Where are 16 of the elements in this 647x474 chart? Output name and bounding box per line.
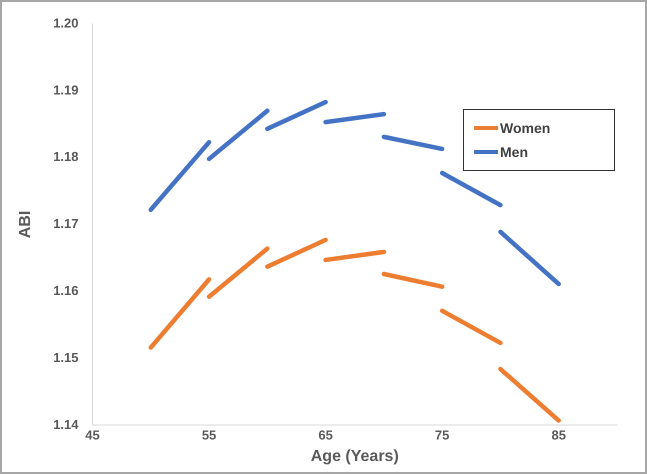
y-tick-label: 1.19 [53,82,78,98]
legend-label: Women [500,120,550,136]
y-tick-label: 1.20 [53,15,78,30]
x-tick-label: 55 [202,428,216,443]
y-tick-label: 1.18 [53,149,78,164]
y-tick-label: 1.16 [53,282,78,298]
y-tick-label: 1.17 [53,216,78,232]
y-tick-label: 1.14 [53,416,80,432]
x-axis-title: Age (Years) [310,448,399,465]
y-axis-title: ABI [17,210,34,238]
x-tick-label: 45 [85,428,100,443]
x-tick-label: 75 [434,428,450,443]
legend-label: Men [500,144,528,160]
x-tick-label: 65 [318,428,333,443]
x-tick-label: 85 [551,428,566,443]
y-tick-label: 1.15 [53,350,78,365]
